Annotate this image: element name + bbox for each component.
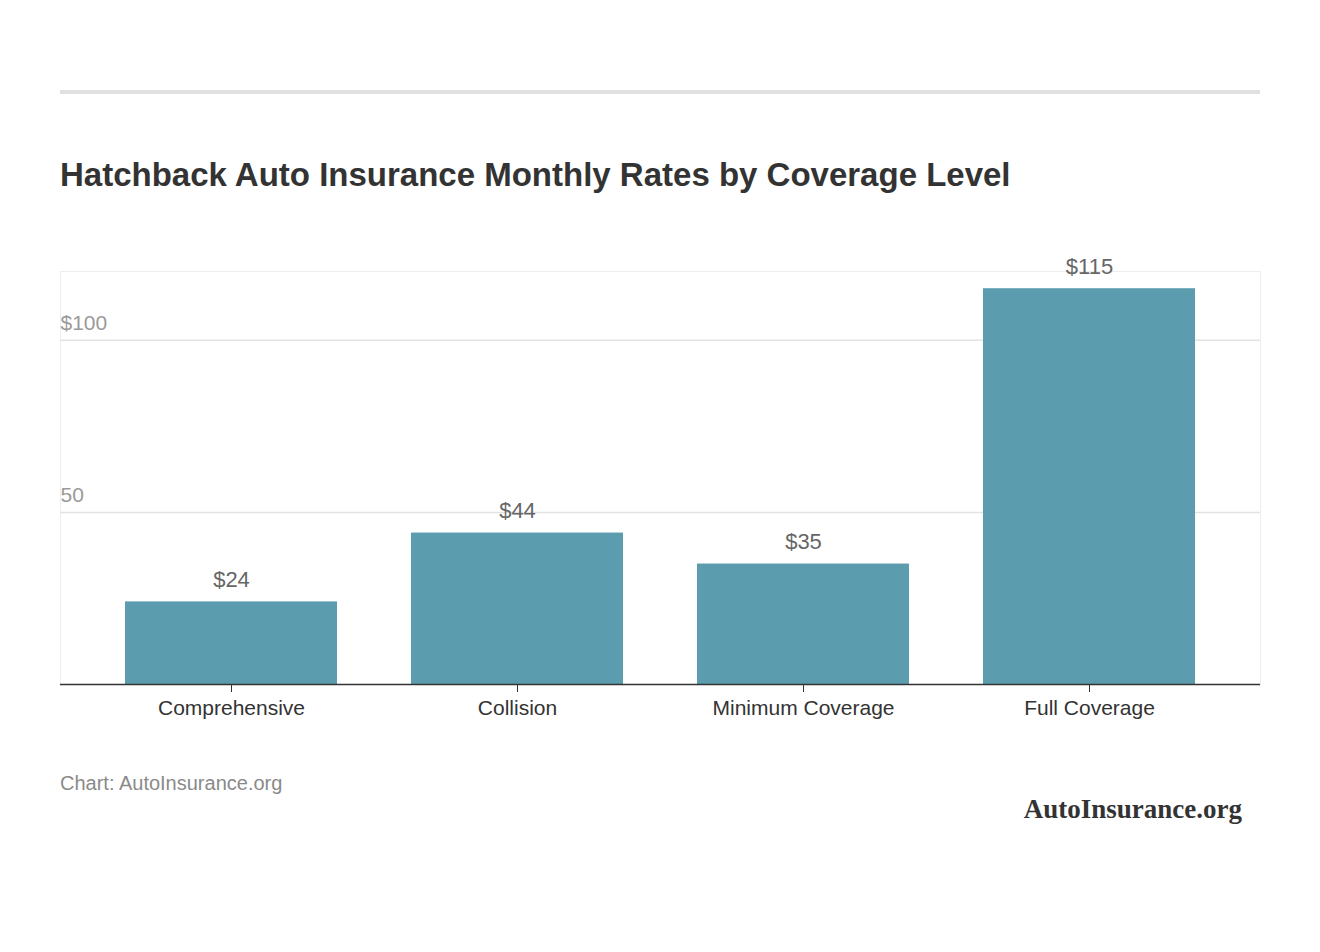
svg-text:$35: $35 (785, 529, 822, 554)
html-text:Hatchback Auto Insurance Month: Hatchback Auto Insurance Monthly Rates b… (60, 156, 1011, 193)
html-text:Chart: AutoInsurance.org: Chart: AutoInsurance.org (60, 772, 283, 794)
svg-text:Minimum Coverage: Minimum Coverage (712, 696, 894, 719)
svg-text:Comprehensive: Comprehensive (158, 696, 305, 719)
svg-text:$24: $24 (213, 567, 250, 592)
svg-text:50: 50 (61, 483, 84, 506)
svg-text:$100: $100 (61, 311, 108, 334)
svg-text:$115: $115 (1066, 254, 1113, 279)
html-text:AutoInsurance.org: AutoInsurance.org (1023, 794, 1242, 824)
svg-text:$44: $44 (499, 498, 536, 523)
svg-text:Collision: Collision (478, 696, 557, 719)
svg-text:Full Coverage: Full Coverage (1024, 696, 1155, 719)
